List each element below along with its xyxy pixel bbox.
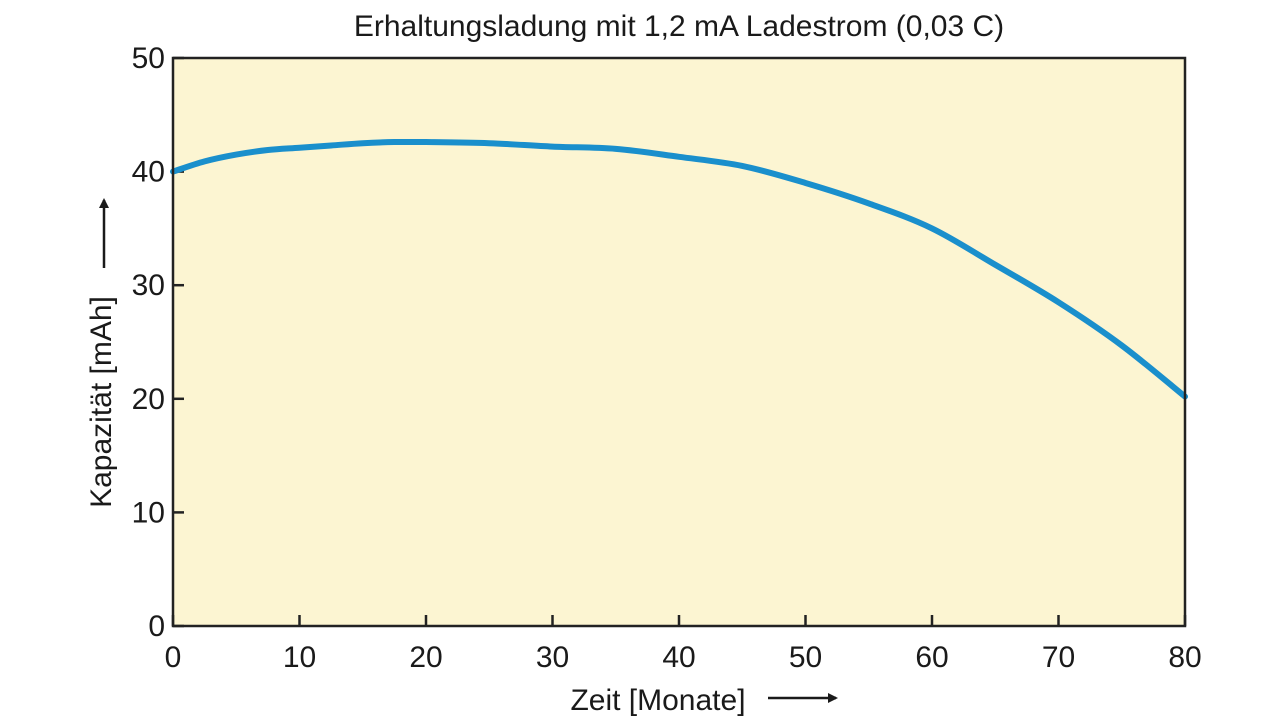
x-tick-label: 60	[915, 641, 948, 674]
y-tick-label: 0	[148, 610, 165, 643]
y-tick-label: 20	[132, 383, 165, 416]
chart-title: Erhaltungsladung mit 1,2 mA Ladestrom (0…	[354, 10, 1004, 43]
x-tick-label: 0	[165, 641, 182, 674]
x-tick-label: 40	[662, 641, 695, 674]
plot-frame	[171, 56, 1187, 628]
series-line	[170, 138, 1188, 400]
x-tick-label: 50	[789, 641, 822, 674]
y-axis-ticks: 0 10 20 30 40 50	[132, 42, 184, 643]
plot-area	[173, 58, 1185, 626]
y-tick-label: 10	[132, 496, 165, 529]
y-axis-title: Kapazität [mAh]	[85, 296, 118, 508]
y-tick-label: 30	[132, 269, 165, 302]
x-tick-label: 20	[409, 641, 442, 674]
x-tick-label: 10	[283, 641, 316, 674]
x-tick-label: 30	[536, 641, 569, 674]
x-axis-ticks: 0 10 20 30 40 50 60 70 80	[165, 615, 1202, 674]
y-tick-label: 40	[132, 156, 165, 189]
x-tick-label: 70	[1042, 641, 1075, 674]
y-tick-label: 50	[132, 42, 165, 75]
x-tick-label: 80	[1168, 641, 1201, 674]
x-axis-title: Zeit [Monate]	[570, 684, 745, 717]
